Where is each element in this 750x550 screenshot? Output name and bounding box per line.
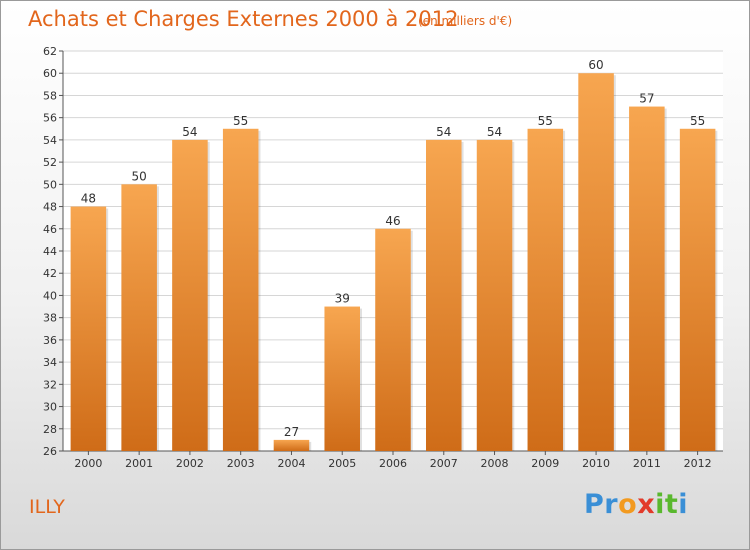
y-tick-label: 46 <box>43 223 57 236</box>
bar-value-label: 27 <box>284 425 299 439</box>
bar-value-label: 55 <box>690 114 705 128</box>
logo-letter: t <box>664 489 679 520</box>
bar-value-label: 46 <box>385 214 400 228</box>
y-tick-label: 62 <box>43 45 57 58</box>
bar-value-label: 54 <box>487 125 502 139</box>
y-tick-label: 36 <box>43 334 57 347</box>
bar-value-label: 54 <box>436 125 451 139</box>
bar-value-label: 60 <box>588 58 603 72</box>
bar-value-label: 57 <box>639 92 654 106</box>
x-tick-label: 2012 <box>684 457 712 470</box>
x-tick-label: 2007 <box>430 457 458 470</box>
bar <box>629 106 665 452</box>
y-tick-label: 44 <box>43 245 57 258</box>
chart-subtitle: (en milliers d'€) <box>418 14 513 28</box>
x-tick-label: 2008 <box>481 457 509 470</box>
y-tick-label: 56 <box>43 112 57 125</box>
logo-letter: i <box>655 489 665 520</box>
x-tick-label: 2001 <box>125 457 153 470</box>
y-tick-label: 60 <box>43 67 57 80</box>
y-tick-label: 50 <box>43 178 57 191</box>
logo-letter: o <box>618 489 638 520</box>
proxiti-logo: Proxiti <box>584 489 688 520</box>
bar <box>222 128 259 451</box>
y-tick-label: 34 <box>43 356 57 369</box>
bar <box>172 139 208 451</box>
bar <box>578 73 614 451</box>
x-tick-label: 2005 <box>328 457 356 470</box>
bar <box>324 306 360 451</box>
y-tick-label: 28 <box>43 423 57 436</box>
bar-value-label: 48 <box>81 192 96 206</box>
y-tick-label: 52 <box>43 156 57 169</box>
x-tick-label: 2009 <box>531 457 559 470</box>
x-tick-label: 2010 <box>582 457 610 470</box>
chart-title: Achats et Charges Externes 2000 à 2012 <box>28 7 459 31</box>
x-tick-label: 2006 <box>379 457 407 470</box>
y-tick-label: 30 <box>43 401 57 414</box>
bar <box>426 139 462 451</box>
x-tick-label: 2003 <box>227 457 255 470</box>
x-tick-label: 2004 <box>277 457 305 470</box>
y-tick-label: 48 <box>43 201 57 214</box>
x-tick-label: 2011 <box>633 457 661 470</box>
y-tick-label: 32 <box>43 378 57 391</box>
bar-value-label: 55 <box>233 114 248 128</box>
bar-value-label: 50 <box>132 169 147 183</box>
bar-value-label: 55 <box>538 114 553 128</box>
commune-name: ILLY <box>29 496 65 518</box>
y-tick-label: 42 <box>43 267 57 280</box>
logo-letter: i <box>678 489 689 520</box>
bar <box>375 228 411 451</box>
y-tick-label: 26 <box>43 445 57 458</box>
bar-value-label: 54 <box>182 125 197 139</box>
x-tick-label: 2002 <box>176 457 204 470</box>
x-tick-label: 2000 <box>74 457 102 470</box>
bar <box>273 439 310 451</box>
y-tick-label: 38 <box>43 312 57 325</box>
logo-letter: r <box>604 489 619 520</box>
y-tick-label: 58 <box>43 89 57 102</box>
bar <box>679 128 716 451</box>
bar-value-label: 39 <box>335 292 350 306</box>
logo-letter: P <box>584 489 605 520</box>
y-tick-label: 54 <box>43 134 57 147</box>
bar <box>121 184 157 452</box>
bar <box>476 139 513 451</box>
bar <box>527 128 564 451</box>
y-tick-label: 40 <box>43 289 57 302</box>
bar <box>70 206 107 451</box>
logo-letter: x <box>637 489 656 520</box>
